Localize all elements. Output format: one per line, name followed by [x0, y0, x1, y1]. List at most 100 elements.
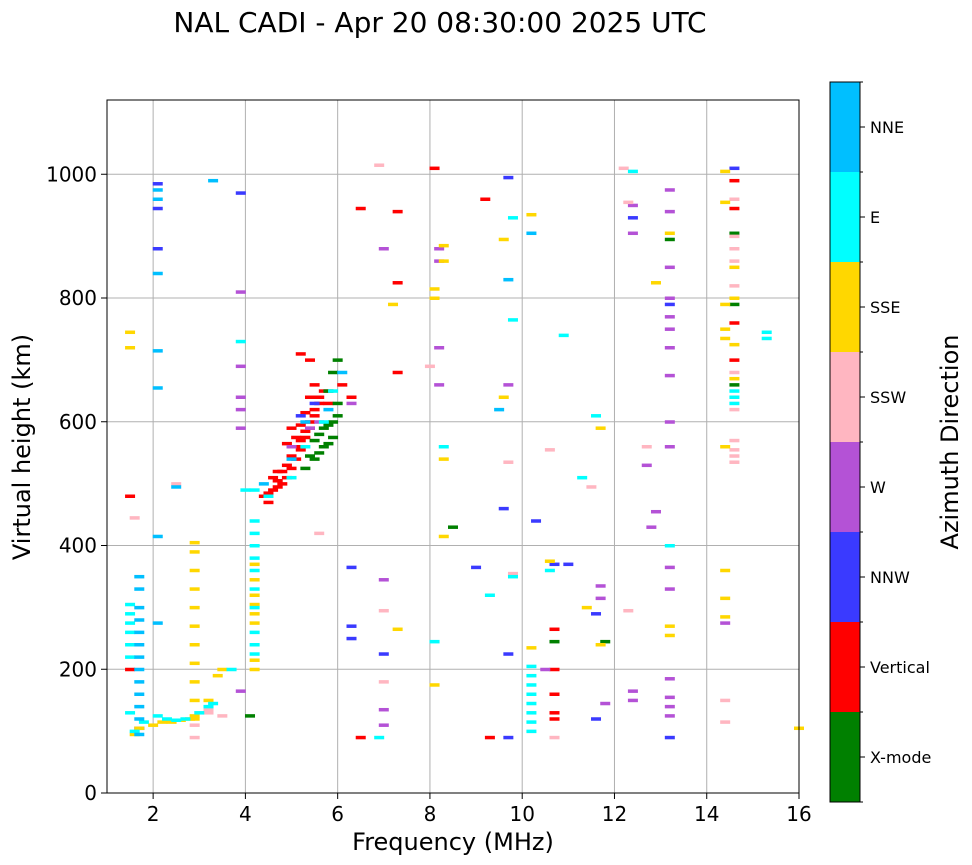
data-point: [438, 457, 449, 461]
data-point: [664, 315, 675, 319]
data-point: [171, 485, 182, 489]
data-point: [720, 336, 731, 341]
data-point: [323, 401, 334, 406]
data-point: [189, 661, 200, 666]
y-axis-label: Virtual height (km): [8, 334, 36, 560]
data-point: [720, 596, 731, 601]
data-point: [263, 494, 274, 498]
data-point: [272, 479, 283, 483]
data-point: [125, 346, 136, 350]
data-point: [189, 723, 200, 727]
data-point: [286, 445, 297, 449]
colorbar-tick-label: X-mode: [870, 748, 931, 767]
data-point: [729, 166, 740, 171]
data-point: [641, 463, 652, 468]
data-point: [134, 655, 145, 659]
y-tick-label: 200: [59, 657, 97, 681]
data-point: [138, 720, 149, 724]
data-point: [304, 426, 315, 430]
data-point: [429, 683, 440, 687]
data-point: [577, 475, 588, 480]
data-point: [281, 441, 292, 446]
data-point: [544, 448, 555, 452]
data-point: [729, 231, 740, 236]
data-point: [627, 169, 638, 174]
data-point: [152, 197, 163, 201]
data-point: [664, 420, 675, 424]
data-point: [761, 330, 772, 335]
colorbar-tick-label: SSE: [870, 298, 900, 317]
data-point: [503, 277, 514, 282]
data-point: [291, 435, 302, 440]
plot-area-frame: [106, 99, 800, 794]
data-point: [549, 667, 560, 672]
data-point: [374, 735, 385, 740]
data-point: [591, 717, 602, 721]
x-axis-label: Frequency (MHz): [352, 828, 554, 856]
data-point: [720, 615, 731, 619]
data-point: [526, 711, 537, 715]
data-point: [189, 643, 200, 647]
data-point: [189, 550, 200, 554]
data-point: [272, 469, 283, 474]
colorbar-segment: [830, 172, 860, 262]
y-tick-label: 600: [59, 410, 97, 434]
data-point: [309, 383, 320, 387]
data-point: [295, 448, 306, 452]
data-point: [263, 491, 274, 495]
data-point: [125, 494, 136, 498]
data-point: [729, 460, 740, 464]
data-point: [729, 370, 740, 375]
data-point: [424, 364, 435, 369]
data-point: [664, 373, 675, 378]
data-point: [203, 707, 214, 712]
series-ssw: [129, 163, 740, 740]
data-point: [438, 259, 449, 263]
data-point: [304, 395, 315, 399]
data-point: [152, 247, 163, 251]
data-point: [549, 639, 560, 644]
data-point: [507, 216, 518, 220]
data-point: [249, 562, 260, 567]
data-point: [595, 426, 606, 430]
data-point: [378, 680, 389, 684]
data-point: [627, 216, 638, 220]
data-point: [650, 509, 661, 514]
data-point: [249, 602, 260, 607]
data-point: [664, 209, 675, 214]
data-point: [235, 407, 246, 412]
data-point: [378, 723, 389, 727]
data-point: [544, 568, 555, 573]
data-point: [761, 336, 772, 341]
data-point: [646, 525, 657, 529]
data-point: [171, 718, 182, 722]
data-point: [720, 621, 731, 625]
data-point: [189, 568, 200, 573]
data-point: [720, 698, 731, 703]
data-point: [249, 652, 260, 656]
data-point: [157, 720, 168, 724]
data-point: [595, 643, 606, 647]
data-point: [152, 534, 163, 539]
data-point: [314, 395, 325, 399]
data-point: [217, 667, 228, 672]
data-point: [286, 475, 297, 480]
data-point: [295, 423, 306, 427]
data-point: [346, 636, 357, 641]
data-point: [323, 441, 334, 446]
data-point: [664, 544, 675, 548]
data-point: [235, 364, 246, 369]
data-point: [235, 191, 246, 195]
data-point: [272, 485, 283, 489]
data-point: [664, 265, 675, 270]
data-point: [203, 704, 214, 709]
data-point: [129, 729, 140, 734]
data-point: [720, 568, 731, 573]
data-point: [125, 621, 136, 625]
data-point: [720, 327, 731, 331]
series-nnw: [134, 166, 740, 740]
colorbar-tick-label: SSW: [870, 388, 906, 407]
data-point: [166, 720, 177, 724]
data-point: [526, 683, 537, 687]
data-point: [503, 652, 514, 656]
